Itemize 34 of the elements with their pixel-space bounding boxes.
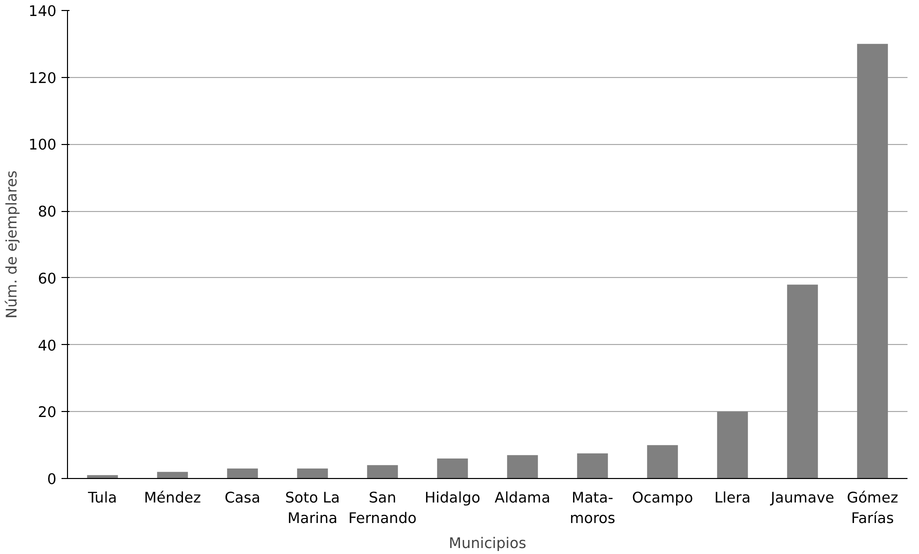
x-tick-label: Llera xyxy=(714,490,751,506)
bar xyxy=(717,412,748,478)
bar xyxy=(857,44,888,478)
x-tick-label: Ocampo xyxy=(632,490,694,506)
x-tick-label: Casa xyxy=(224,490,260,506)
bar xyxy=(647,445,678,478)
x-tick-label: Méndez xyxy=(144,490,202,506)
x-tick-label: Hidalgo xyxy=(424,490,480,506)
y-tick-label: 120 xyxy=(28,70,57,87)
bar xyxy=(87,475,118,478)
y-tick-label: 60 xyxy=(38,270,57,288)
x-tick-label: San Fernando xyxy=(348,490,417,527)
y-tick-label: 100 xyxy=(28,136,57,154)
bar xyxy=(367,465,398,478)
x-tick-label: Jaumave xyxy=(770,490,834,506)
x-tick-label: Soto La Marina xyxy=(285,490,340,527)
y-tick-label: 80 xyxy=(38,204,57,221)
bar xyxy=(787,284,818,478)
bar xyxy=(437,458,468,478)
x-axis-title: Municipios xyxy=(448,534,526,552)
bar xyxy=(157,472,188,478)
x-tick-label: Mata- moros xyxy=(570,490,616,527)
y-tick-label: 40 xyxy=(38,337,57,354)
y-tick-label: 20 xyxy=(38,404,57,422)
x-tick-label: Gómez Farías xyxy=(846,490,898,527)
y-tick-label: 0 xyxy=(47,471,57,488)
bar xyxy=(507,455,538,478)
bar xyxy=(227,468,258,478)
x-tick-label: Aldama xyxy=(494,490,550,506)
bar xyxy=(297,468,328,478)
x-tick-label: Tula xyxy=(86,490,118,506)
y-axis-title: Núm. de ejemplares xyxy=(4,170,21,318)
y-tick-label: 140 xyxy=(28,3,57,20)
bar xyxy=(577,453,608,478)
